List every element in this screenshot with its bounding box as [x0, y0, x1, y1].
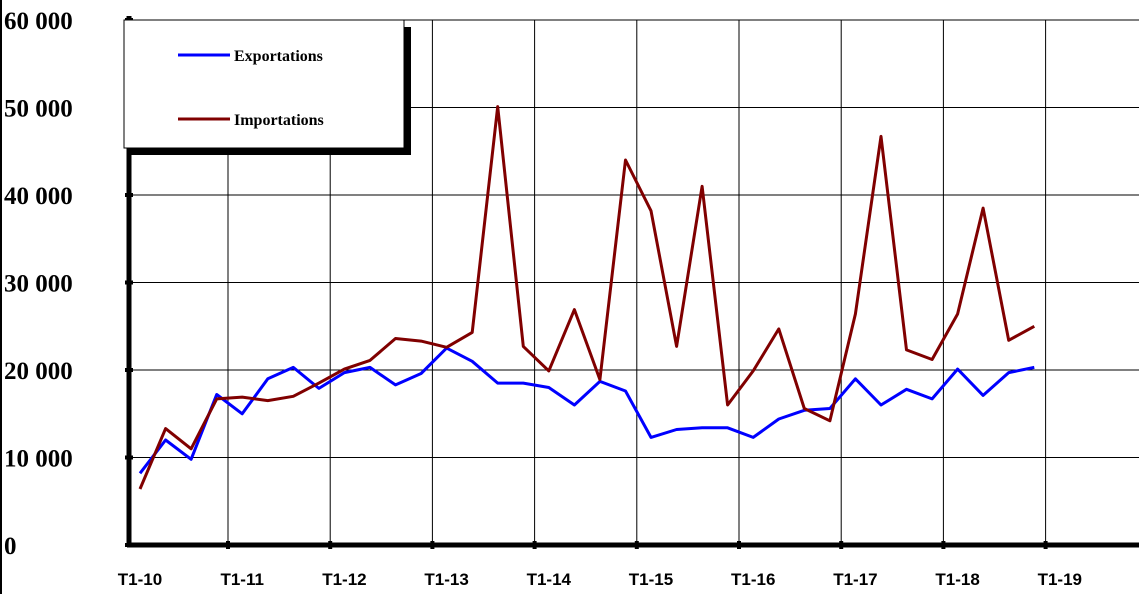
x-tick-label: T1-17	[833, 570, 877, 589]
y-axis-tick-labels: 0 10 000 20 000 30 000 40 000 50 000 60 000	[4, 8, 73, 560]
series-line-exportations	[138, 346, 1035, 475]
x-tick-label: T1-11	[220, 570, 263, 589]
legend: Exportations Importations	[123, 19, 411, 155]
y-tick-label: 40 000	[4, 183, 73, 210]
legend-box	[123, 19, 405, 149]
x-tick-label: T1-19	[1038, 570, 1082, 589]
x-tick-label: T1-15	[629, 570, 673, 589]
y-tick-label: 30 000	[4, 271, 73, 298]
series-lines	[138, 105, 1036, 490]
legend-label-importations: Importations	[234, 112, 324, 129]
y-tick-label: 10 000	[4, 446, 73, 473]
series-line-importations	[138, 105, 1036, 490]
x-tick-label: T1-12	[322, 570, 366, 589]
x-tick-label: T1-13	[424, 570, 468, 589]
y-tick-label: 0	[4, 533, 17, 560]
x-axis-tick-labels: T1-10 T1-11 T1-12 T1-13 T1-14 T1-15 T1-16 T1-17…	[118, 570, 1082, 589]
y-tick-label: 60 000	[4, 8, 73, 35]
x-tick-label: T1-18	[935, 570, 979, 589]
y-tick-label: 20 000	[4, 358, 73, 385]
x-tick-label: T1-16	[731, 570, 775, 589]
x-tick-label: T1-14	[527, 570, 572, 589]
x-tick-label: T1-10	[118, 570, 162, 589]
legend-label-exportations: Exportations	[234, 48, 323, 65]
y-tick-label: 50 000	[4, 96, 73, 123]
